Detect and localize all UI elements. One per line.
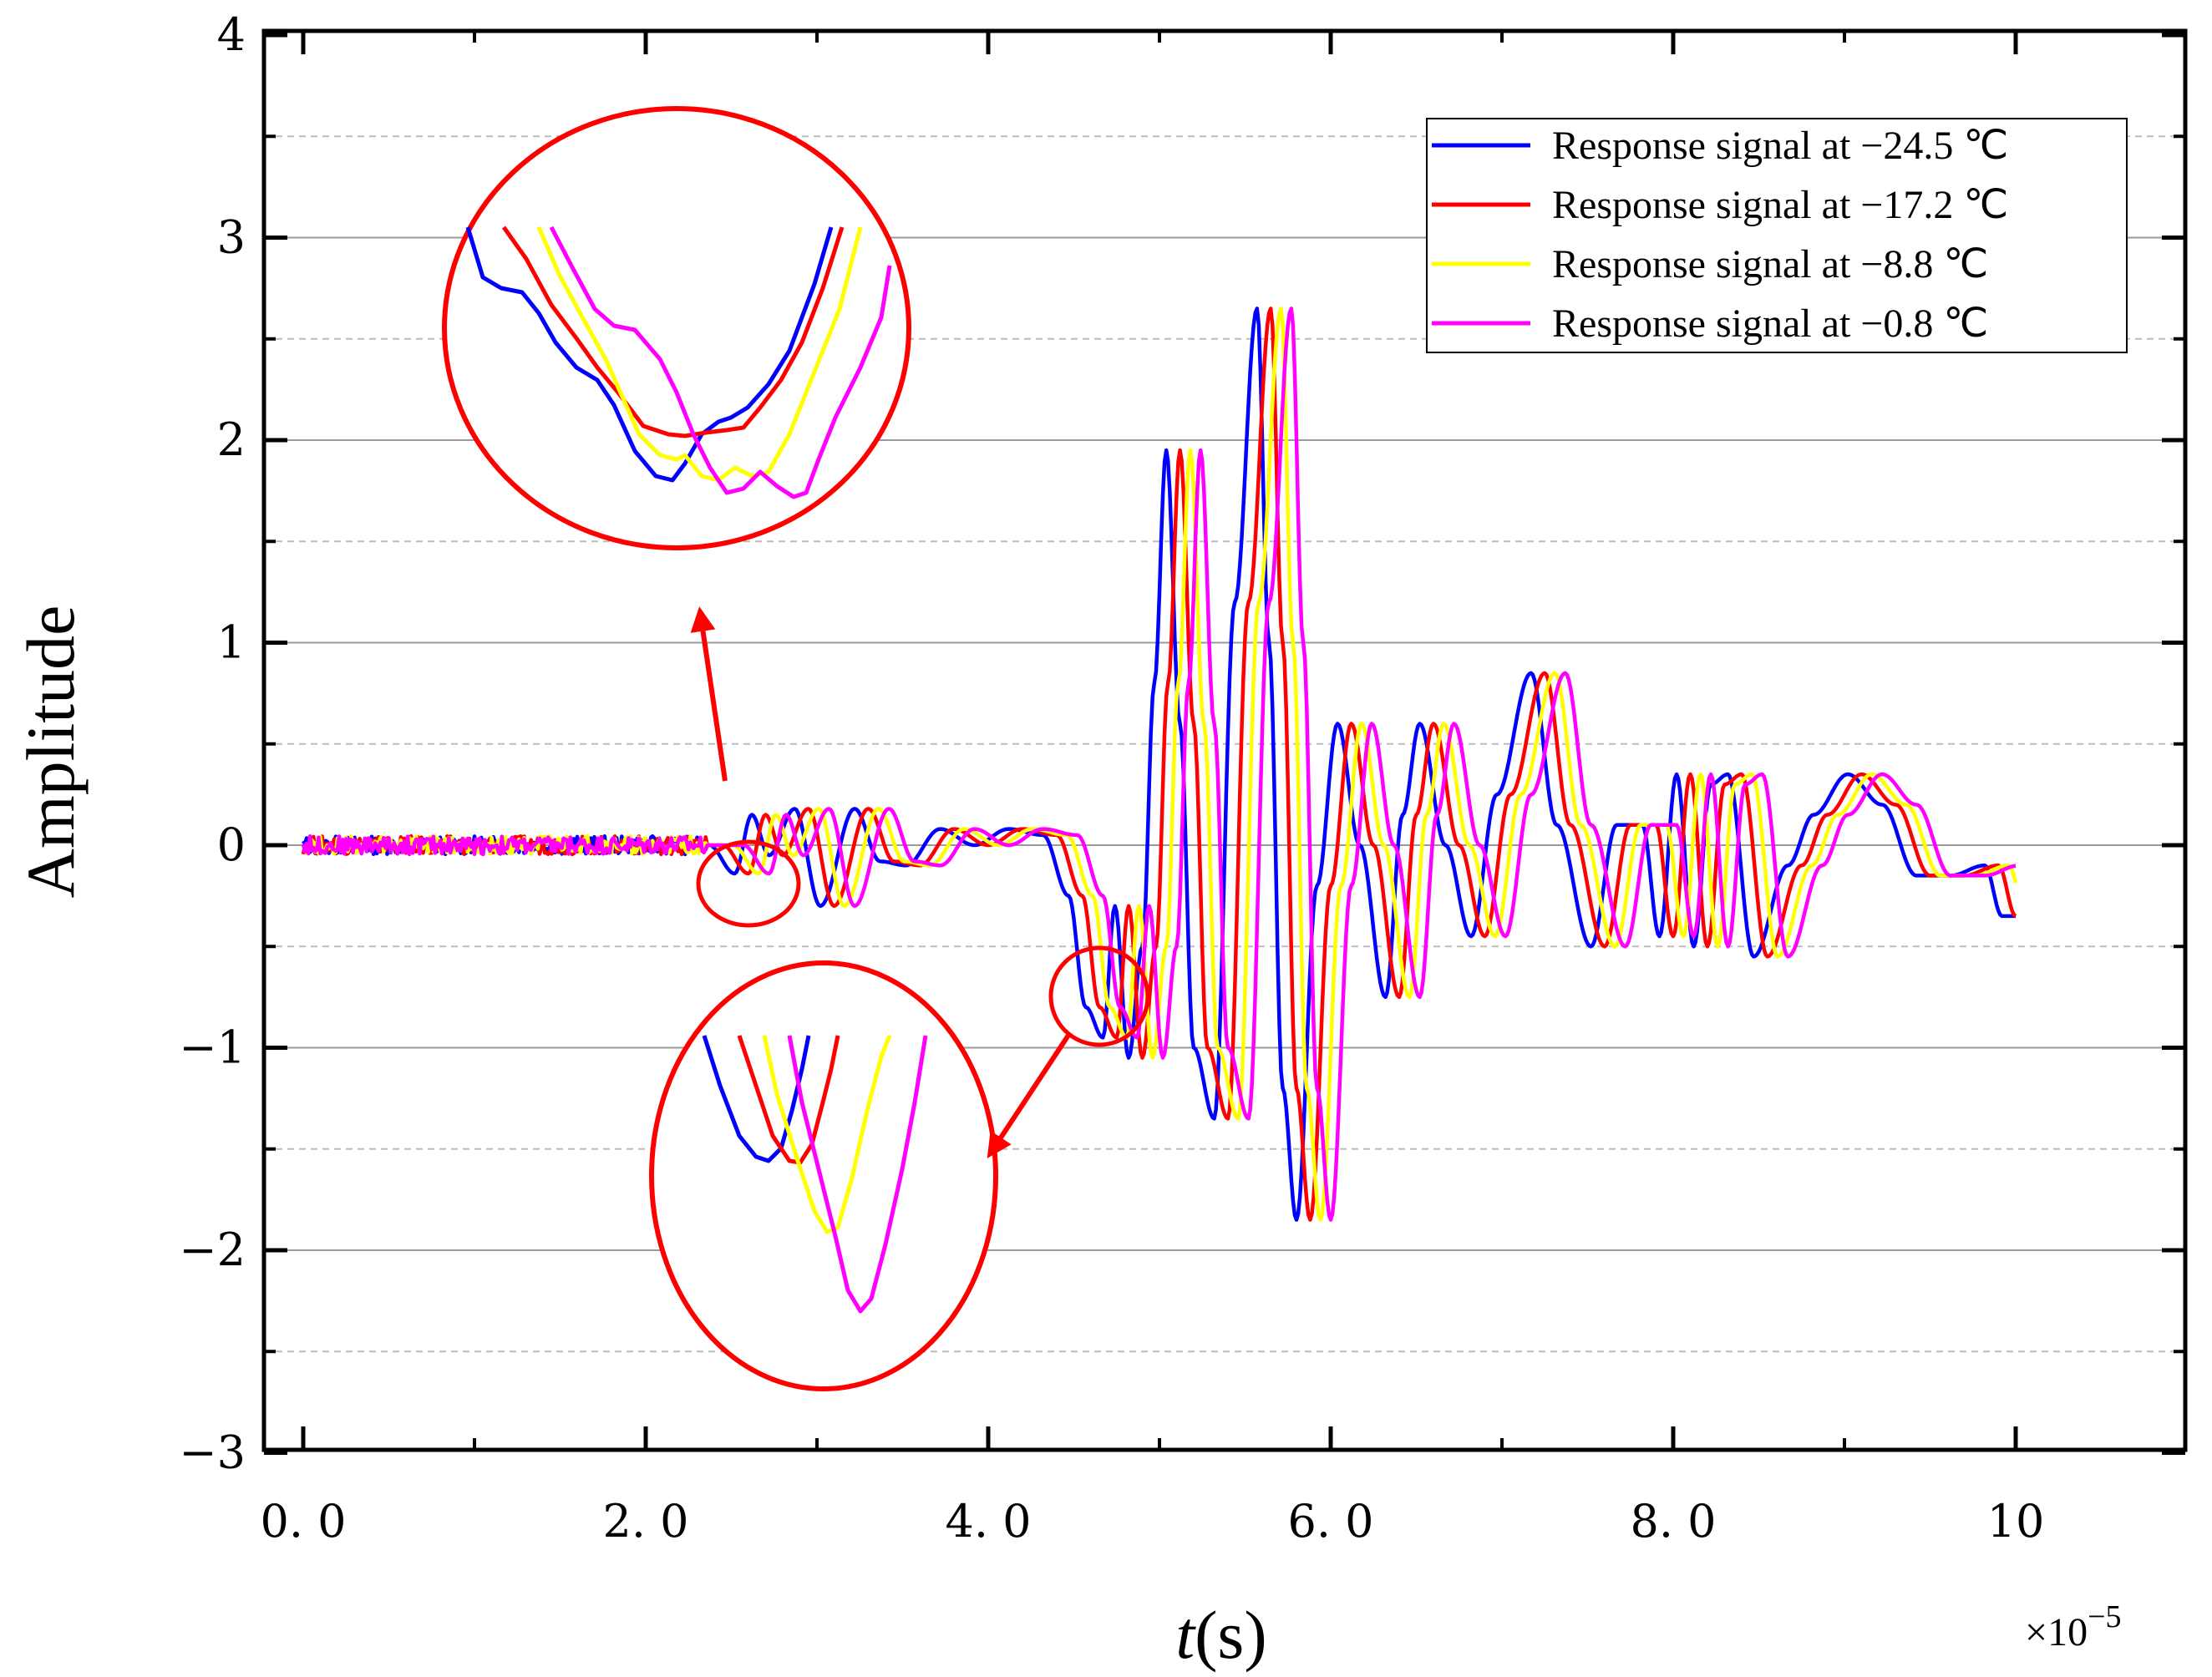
y-tick-label: 0 bbox=[217, 818, 246, 871]
y-tick-label: −1 bbox=[179, 1021, 246, 1074]
legend-label: Response signal at −0.8 ℃ bbox=[1552, 301, 1988, 346]
zoom-inset-top bbox=[442, 106, 911, 550]
y-tick-label: 1 bbox=[217, 616, 246, 669]
axis-ticks: −3 −2 −1 0 1 2 3 4 0. 0 2. 0 4. 0 6. 0 8. 0 10 bbox=[179, 8, 2185, 1548]
inset-curve bbox=[787, 1035, 928, 1314]
y-axis-label: Amplitude bbox=[13, 605, 89, 899]
y-tick-label: 4 bbox=[217, 8, 246, 61]
legend-box bbox=[1426, 118, 2128, 353]
series-line bbox=[301, 307, 2017, 1222]
zoom-annotations bbox=[442, 106, 1150, 1391]
y-tick-label: −3 bbox=[179, 1426, 246, 1479]
y-tick-label: −2 bbox=[179, 1224, 246, 1276]
x-tick-label: 6. 0 bbox=[1287, 1495, 1373, 1548]
zoom-marker-top bbox=[696, 839, 801, 928]
y-tick-label: 3 bbox=[217, 211, 246, 264]
x-tick-label: 10 bbox=[1987, 1495, 2045, 1548]
x-tick-label: 8. 0 bbox=[1630, 1495, 1716, 1548]
zoom-marker-bottom bbox=[1048, 945, 1150, 1047]
inset-bottom-curves bbox=[702, 1035, 928, 1314]
x-tick-label: 4. 0 bbox=[945, 1495, 1031, 1548]
x-tick-label: 2. 0 bbox=[602, 1495, 688, 1548]
inset-curve bbox=[501, 225, 845, 438]
legend-label: Response signal at −17.2 ℃ bbox=[1552, 183, 2008, 227]
x-scale-multiplier: ×10−5 bbox=[2025, 1599, 2122, 1654]
series-lines bbox=[301, 307, 2018, 1222]
zoom-arrow-bottom bbox=[987, 1032, 1072, 1159]
plot-frame bbox=[261, 28, 2188, 1452]
legend-label: Response signal at −24.5 ℃ bbox=[1552, 124, 2008, 168]
legend-label: Response signal at −8.8 ℃ bbox=[1552, 242, 1988, 286]
x-tick-label: 0. 0 bbox=[260, 1495, 346, 1548]
zoom-inset-bottom bbox=[649, 960, 998, 1391]
inset-curve bbox=[465, 226, 834, 483]
inset-top-curves bbox=[465, 225, 892, 499]
y-tick-label: 2 bbox=[217, 413, 246, 466]
inset-curve bbox=[536, 226, 863, 483]
legend: Response signal at −24.5 ℃ Response signa… bbox=[1426, 118, 2128, 353]
inset-curve bbox=[549, 225, 892, 499]
x-axis-label: t(s) bbox=[1175, 1597, 1266, 1673]
zoom-arrow-top bbox=[690, 606, 728, 782]
